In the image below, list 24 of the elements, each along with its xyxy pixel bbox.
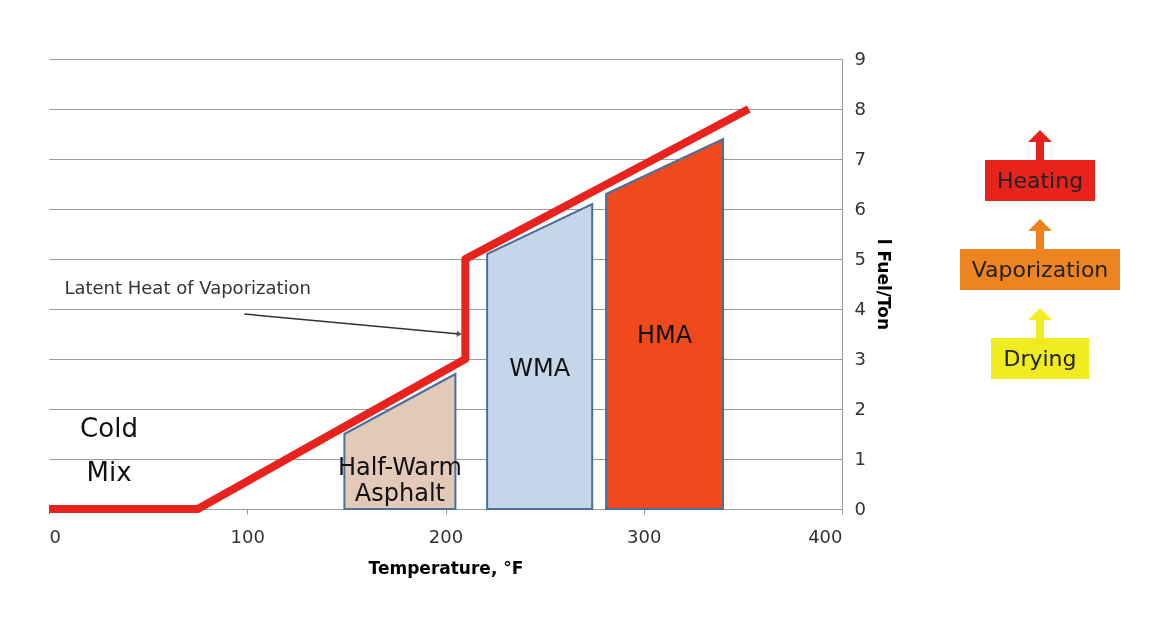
x-tick-label: 200 [428,525,464,547]
text: Vaporization [959,249,1121,290]
y-tick-label: 3 [854,347,866,369]
y-tick-label: 8 [854,97,866,119]
series-label: HMA [636,320,693,349]
x-tick-label: 100 [230,525,265,547]
x-axis-title: Temperature, °F [368,557,524,578]
y-tick-label: 0 [854,497,866,519]
text: Drying [991,338,1089,379]
text: Heating [984,160,1096,201]
y-tick-label: 7 [854,147,866,169]
x-tick-label: 400 [808,525,843,547]
series-label: WMA [509,353,571,382]
x-tick-label: 300 [627,525,662,547]
y-tick-label: 9 [854,47,866,69]
y-tick-label: 4 [854,297,866,319]
x-tick-label: 0 [49,525,61,547]
y-tick-label: 1 [854,447,866,469]
y-tick-label: 5 [854,247,866,269]
y-axis-title: l Fuel/Ton [873,238,894,331]
y-tick-label: 6 [854,197,866,219]
annotation: Latent Heat of Vaporization [64,277,311,298]
annotation: Cold Mix [80,413,138,487]
y-tick-label: 2 [854,397,866,419]
